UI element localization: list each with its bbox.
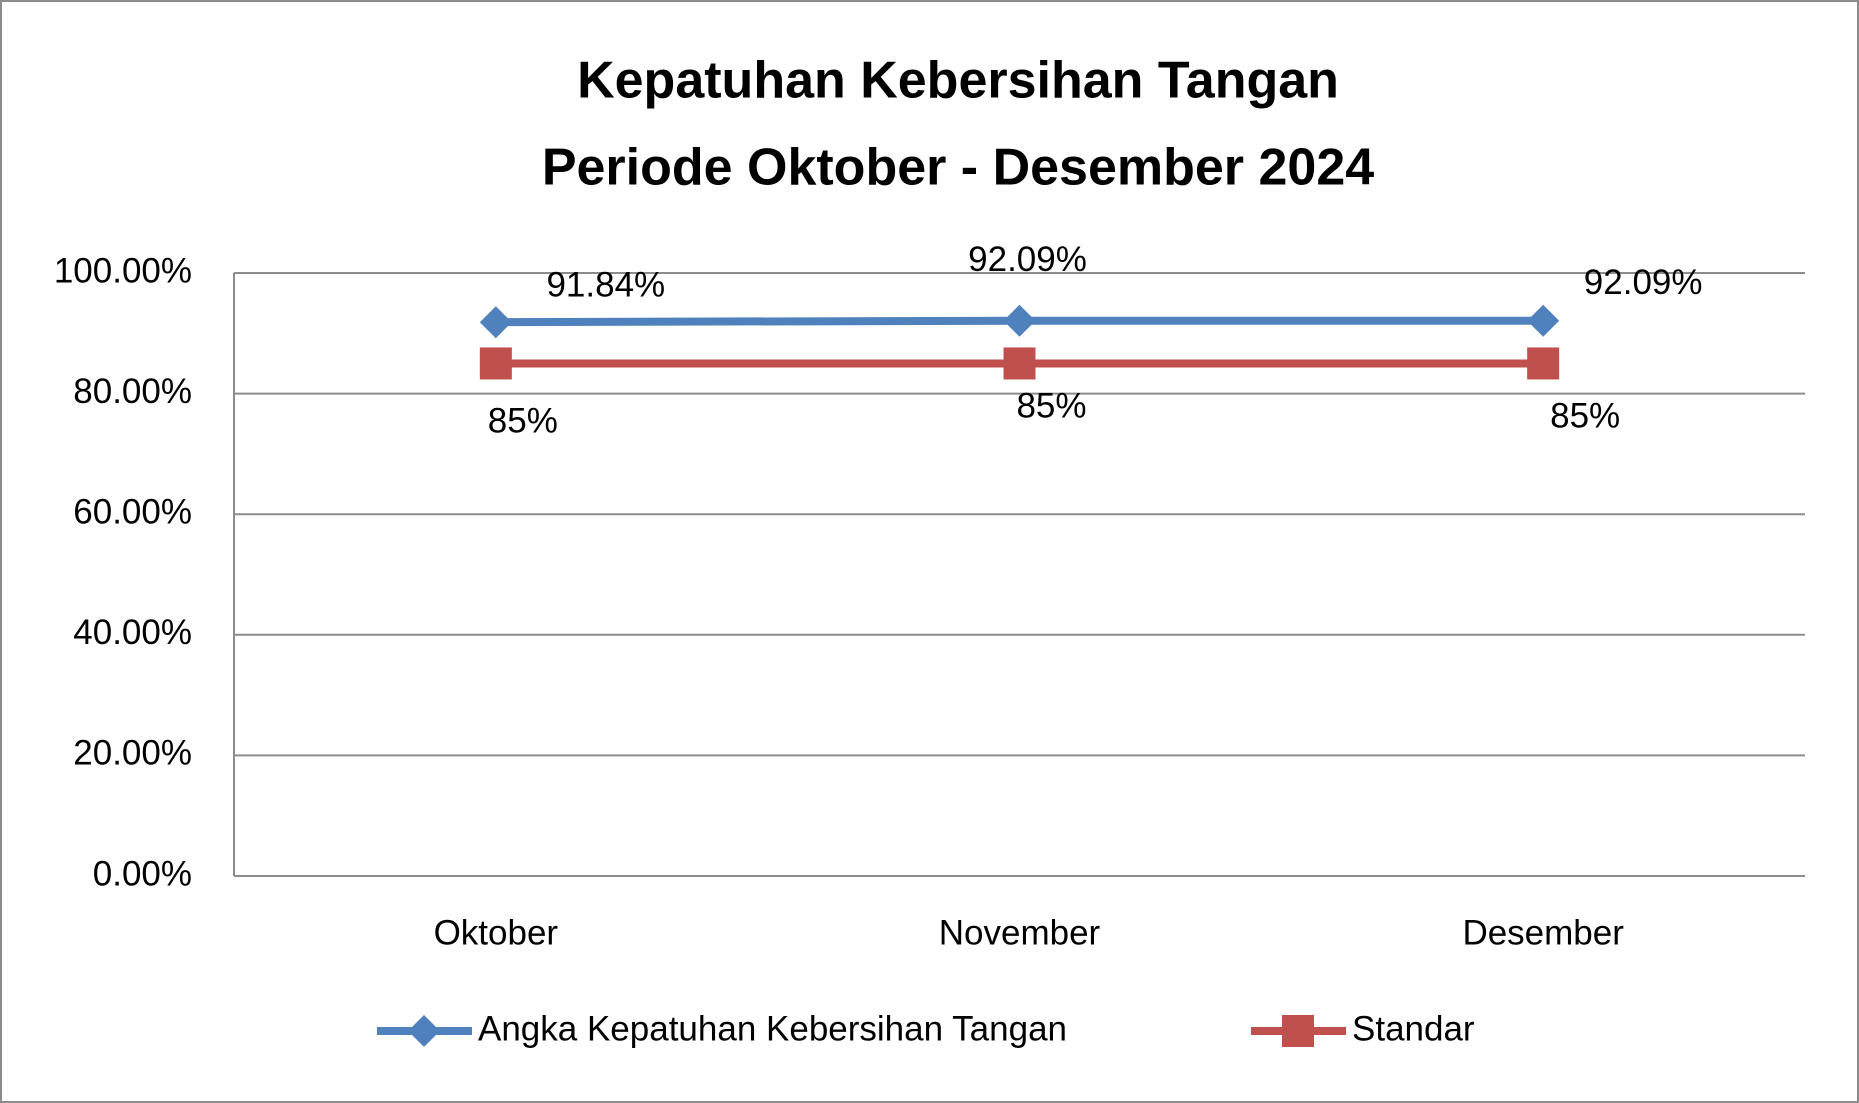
chart-title: Kepatuhan Kebersihan Tangan — [577, 52, 1339, 110]
point — [479, 347, 512, 380]
y-tick-label: 20.00% — [73, 734, 192, 773]
y-tick-label: 0.00% — [93, 854, 192, 893]
point — [408, 1015, 440, 1047]
x-tick-label: November — [939, 913, 1101, 952]
point — [1003, 347, 1036, 380]
point — [1003, 304, 1036, 337]
data-label: 92.09% — [968, 240, 1087, 279]
y-tick-label: 80.00% — [73, 372, 192, 411]
point — [1527, 347, 1560, 380]
point — [1282, 1015, 1314, 1047]
data-label: 85% — [1550, 397, 1620, 436]
y-tick-label: 60.00% — [73, 492, 192, 531]
x-tick-label: Oktober — [434, 913, 559, 952]
point — [1527, 304, 1560, 337]
y-tick-label: 100.00% — [54, 251, 192, 290]
data-label: 85% — [1016, 387, 1086, 426]
legend-label: Angka Kepatuhan Kebersihan Tangan — [478, 1009, 1067, 1048]
chart-subtitle: Periode Oktober - Desember 2024 — [542, 139, 1374, 197]
data-label: 91.84% — [546, 265, 665, 304]
x-tick-label: Desember — [1462, 913, 1624, 952]
legend-label: Standar — [1352, 1009, 1475, 1048]
data-label: 92.09% — [1584, 263, 1703, 302]
y-tick-label: 40.00% — [73, 613, 192, 652]
data-label: 85% — [488, 402, 558, 441]
point — [479, 306, 512, 339]
